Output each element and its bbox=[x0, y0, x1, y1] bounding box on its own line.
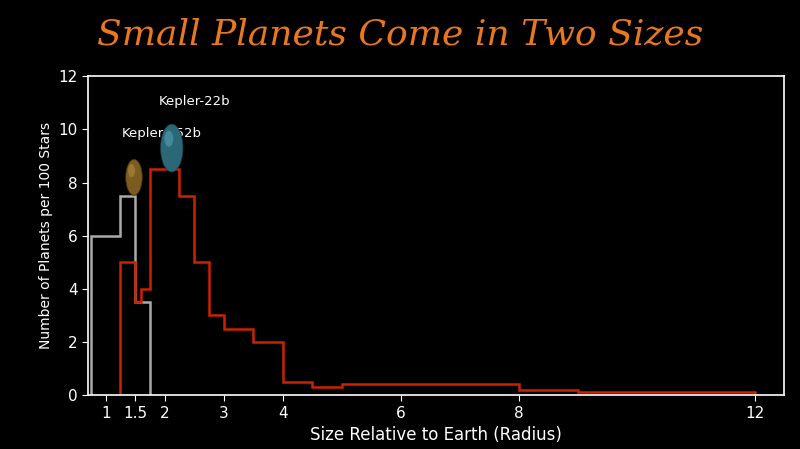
X-axis label: Size Relative to Earth (Radius): Size Relative to Earth (Radius) bbox=[310, 426, 562, 444]
Ellipse shape bbox=[128, 164, 135, 177]
Ellipse shape bbox=[164, 131, 174, 147]
Text: Kepler-22b: Kepler-22b bbox=[158, 95, 230, 108]
Ellipse shape bbox=[161, 124, 183, 172]
Text: Kepler-452b: Kepler-452b bbox=[122, 127, 202, 140]
Y-axis label: Number of Planets per 100 Stars: Number of Planets per 100 Stars bbox=[38, 122, 53, 349]
Text: Small Planets Come in Two Sizes: Small Planets Come in Two Sizes bbox=[97, 18, 703, 52]
Ellipse shape bbox=[126, 159, 142, 195]
